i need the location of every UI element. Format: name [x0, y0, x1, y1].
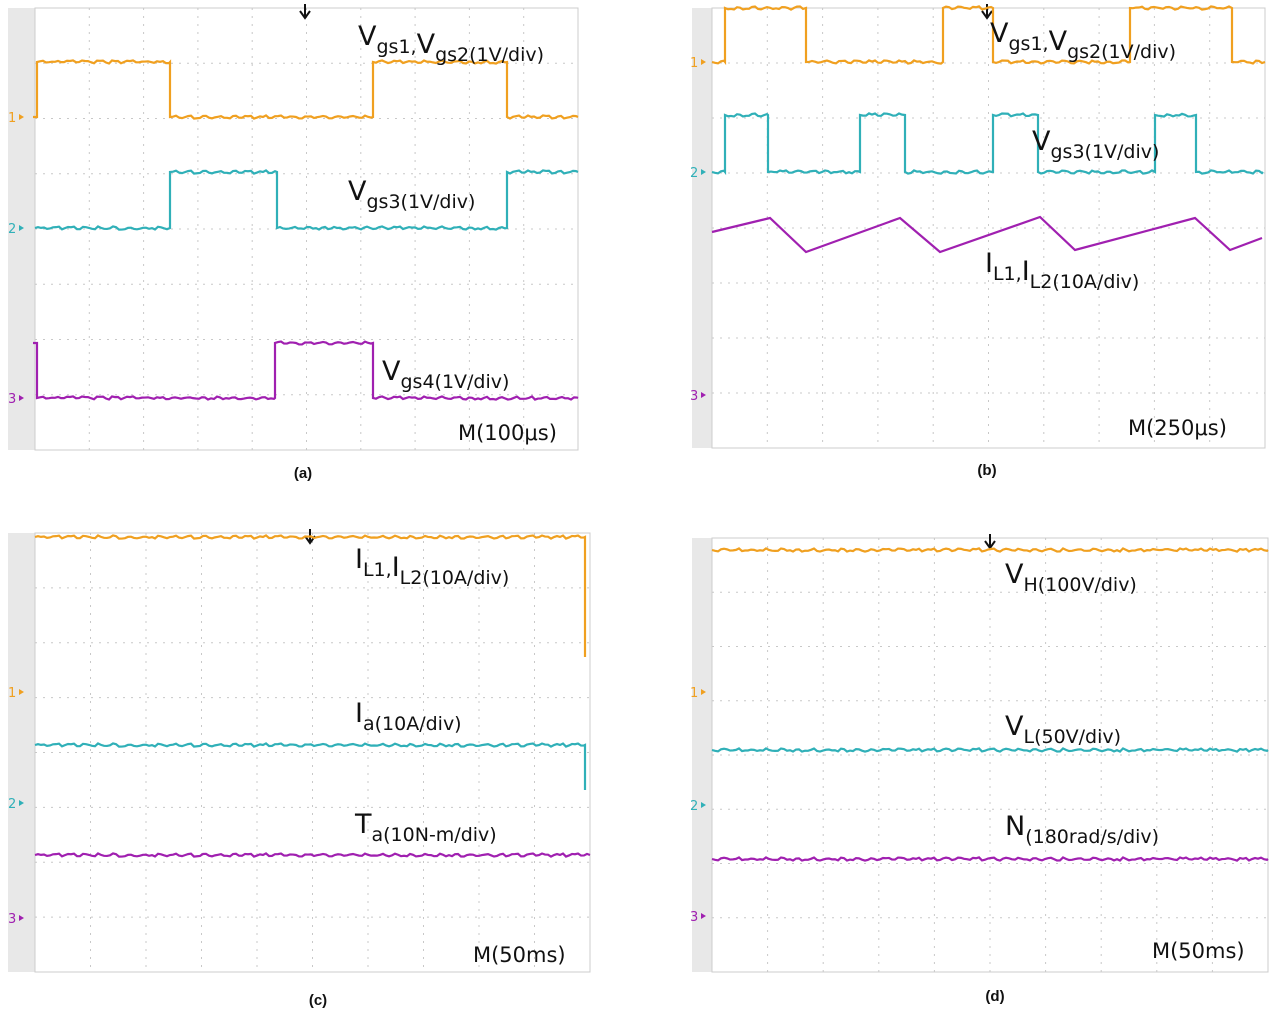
scope-panel: Vgs1,Vgs2(1V/div)Vgs3(1V/div)Vgs4(1V/div… — [8, 4, 578, 482]
channel-strip — [692, 8, 712, 448]
label-main: I — [1022, 256, 1030, 287]
timebase: M(50ms) — [473, 943, 566, 967]
label-main: V — [1005, 559, 1024, 590]
channel-marker: 3 — [8, 392, 16, 407]
label-sub: L1, — [993, 263, 1022, 285]
caption: (c) — [309, 992, 327, 1009]
label-main: I — [355, 544, 363, 575]
label-main: T — [354, 809, 372, 840]
label-sub: gs1, — [1008, 33, 1048, 55]
channel-strip — [692, 538, 712, 972]
label-main: V — [348, 176, 367, 207]
timebase: M(250μs) — [1128, 416, 1227, 440]
label-sub: gs3(1V/div) — [1050, 141, 1159, 163]
channel-marker: 2 — [690, 799, 698, 814]
label-sub: gs1, — [376, 36, 416, 58]
channel-marker: 3 — [8, 912, 16, 927]
timebase: M(50ms) — [1152, 939, 1245, 963]
label-main: I — [985, 248, 993, 279]
scope-panel: Vgs1,Vgs2(1V/div)Vgs3(1V/div)IL1,IL2(10A… — [690, 4, 1265, 479]
screen — [712, 8, 1265, 448]
channel-strip — [8, 533, 35, 972]
label-sub: gs2(1V/div) — [1067, 41, 1176, 63]
label-sub: gs3(1V/div) — [366, 191, 475, 213]
label-sub: H(100V/div) — [1023, 574, 1136, 596]
channel-marker: 2 — [690, 166, 698, 181]
figure: Vgs1,Vgs2(1V/div)Vgs3(1V/div)Vgs4(1V/div… — [0, 0, 1272, 1017]
channel-marker: 2 — [8, 797, 16, 812]
label-main: V — [1005, 711, 1024, 742]
channel-marker: 3 — [690, 389, 698, 404]
caption: (d) — [985, 988, 1004, 1005]
label-main: V — [358, 21, 377, 52]
label-main: V — [1032, 126, 1051, 157]
caption: (b) — [977, 462, 996, 479]
channel-marker: 2 — [8, 222, 16, 237]
label-sub: L1, — [363, 559, 392, 581]
scope-panel: IL1,IL2(10A/div)Ia(10A/div)Ta(10N-m/div)… — [8, 529, 590, 1009]
channel-marker: 1 — [8, 111, 16, 126]
label-main: I — [355, 698, 363, 729]
label-sub: L(50V/div) — [1023, 726, 1121, 748]
label-sub: L2(10A/div) — [1030, 271, 1140, 293]
timebase: M(100μs) — [458, 421, 557, 445]
label-main: V — [417, 29, 436, 60]
label-sub: a(10A/div) — [363, 713, 462, 735]
channel-marker: 3 — [690, 910, 698, 925]
channel-marker: 1 — [8, 686, 16, 701]
caption: (a) — [294, 465, 312, 482]
channel-marker: 1 — [690, 56, 698, 71]
label-main: V — [1049, 26, 1068, 57]
label-sub: a(10N-m/div) — [372, 824, 497, 846]
label-sub: gs2(1V/div) — [435, 44, 544, 66]
label-sub: gs4(1V/div) — [400, 371, 509, 393]
label-main: N — [1005, 811, 1025, 842]
scope-panel: VH(100V/div)VL(50V/div)N(180rad/s/div)12… — [690, 534, 1268, 1005]
label-sub: L2(10A/div) — [400, 567, 510, 589]
channel-marker: 1 — [690, 686, 698, 701]
label-main: V — [382, 356, 401, 387]
label-sub: (180rad/s/div) — [1025, 826, 1159, 848]
label-main: I — [392, 552, 400, 583]
label-main: V — [990, 18, 1009, 49]
